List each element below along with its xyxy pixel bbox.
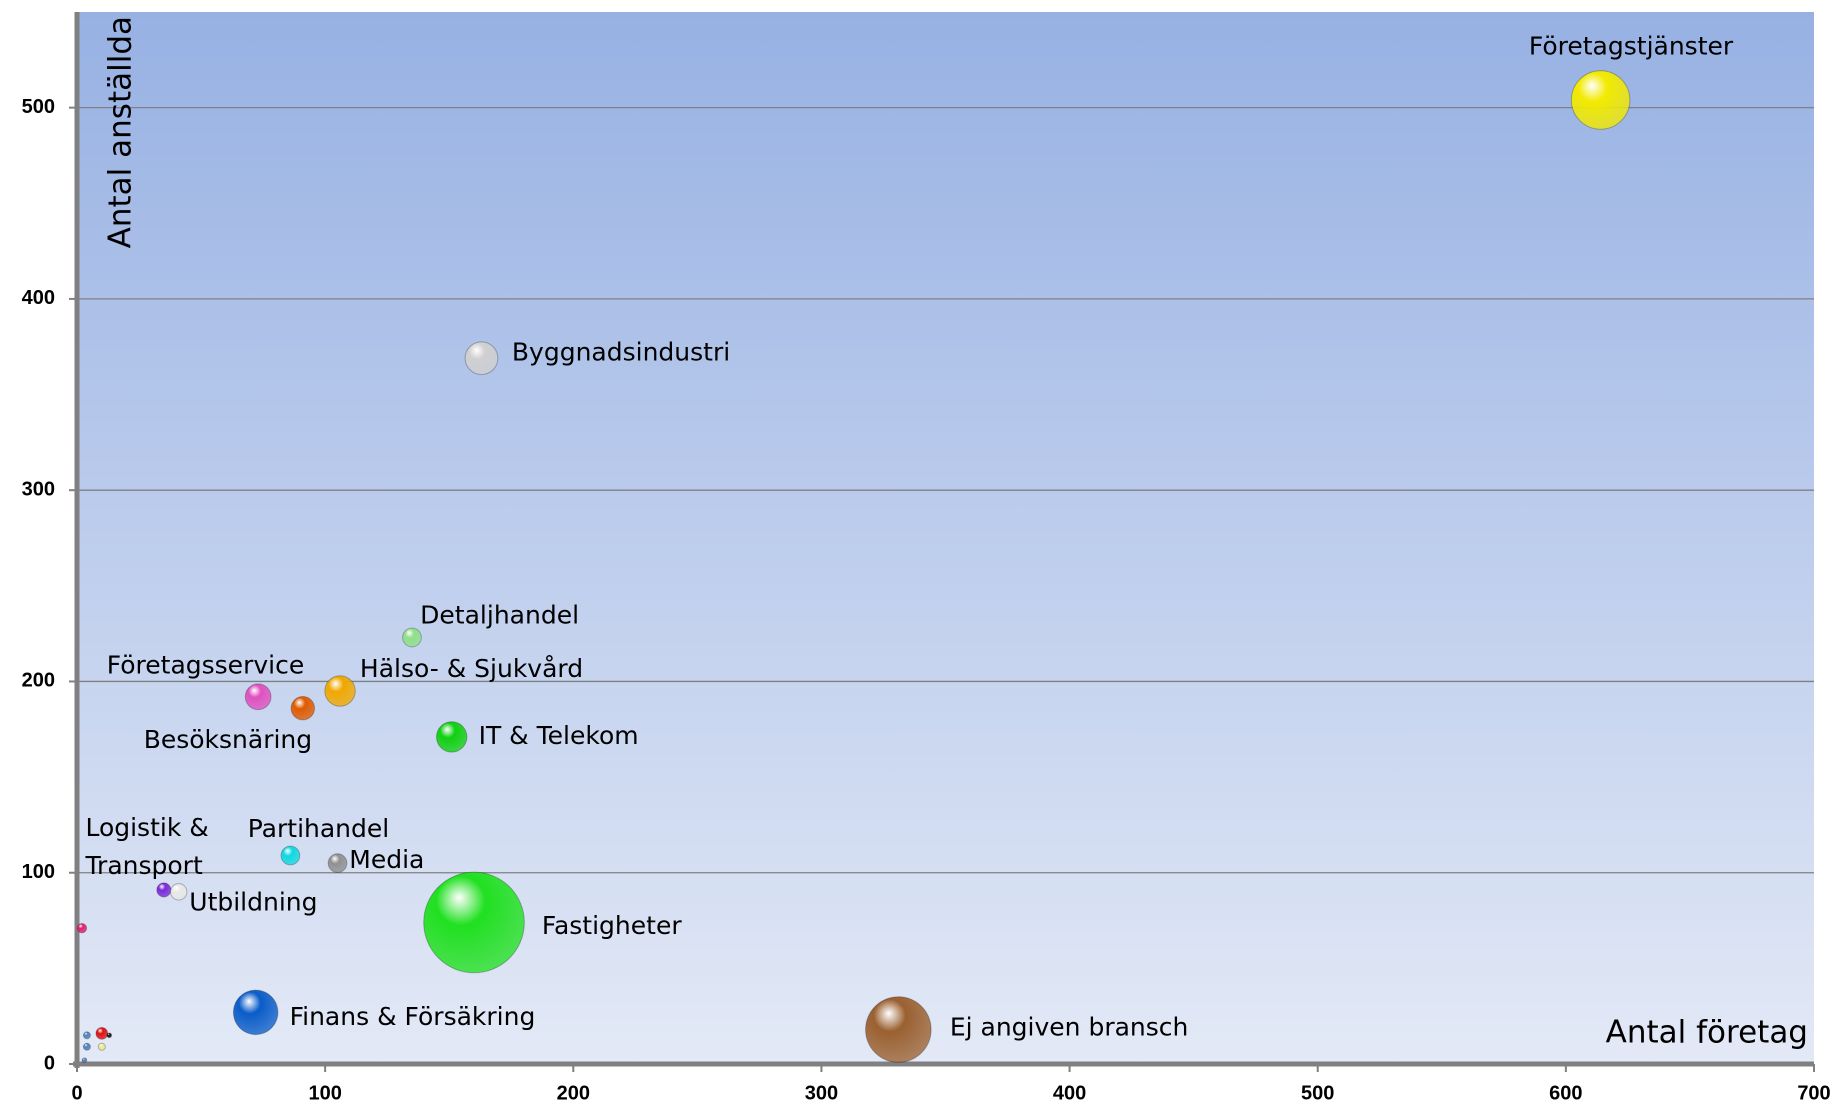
bubble	[865, 996, 932, 1063]
y-axis-title: Antal anställda	[103, 16, 139, 248]
y-tick-label: 300	[22, 478, 55, 500]
bubble-label: Detaljhandel	[420, 600, 579, 629]
bubble-label: Utbildning	[189, 888, 317, 917]
bubble	[97, 1042, 106, 1051]
x-tick-label: 600	[1549, 1082, 1582, 1104]
bubble	[402, 627, 422, 648]
bubble	[76, 923, 88, 934]
bubble-label: Fastigheter	[542, 911, 682, 940]
bubble	[95, 1027, 109, 1040]
x-axis-title: Antal företag	[1606, 1015, 1808, 1051]
bubble	[82, 1031, 91, 1040]
bubble	[82, 1042, 91, 1051]
bubble	[327, 853, 348, 874]
bubble	[81, 1057, 88, 1064]
bubble	[1570, 70, 1631, 130]
bubble-label: Partihandel	[248, 814, 390, 843]
bubble	[290, 696, 316, 721]
bubble	[435, 721, 468, 753]
plot-area	[77, 12, 1814, 1064]
bubble-label: Hälso- & Sjukvård	[360, 654, 583, 683]
bubble	[106, 1032, 113, 1039]
y-tick-label: 500	[22, 96, 55, 118]
bubble-label: Byggnadsindustri	[512, 338, 730, 367]
x-tick-label: 100	[308, 1082, 341, 1104]
x-tick-label: 200	[557, 1082, 590, 1104]
x-tick-label: 700	[1797, 1082, 1830, 1104]
bubble	[464, 341, 499, 376]
bubble	[324, 675, 356, 707]
bubble-label: Ej angiven bransch	[950, 1012, 1189, 1041]
bubble	[232, 989, 279, 1036]
bubble	[423, 871, 525, 974]
bubble-label: Besöksnäring	[144, 725, 312, 754]
y-tick-label: 100	[22, 861, 55, 883]
bubble-label: Finans & Försäkring	[290, 1002, 536, 1031]
bubble-label: Media	[349, 845, 424, 874]
bubble-label: Logistik & Transport	[85, 812, 209, 880]
x-tick-label: 400	[1053, 1082, 1086, 1104]
y-tick-label: 400	[22, 287, 55, 309]
bubble-label: Företagstjänster	[1529, 31, 1734, 60]
x-tick-label: 0	[71, 1082, 82, 1104]
bubble-label: Företagsservice	[107, 650, 304, 679]
y-tick-label: 0	[44, 1052, 55, 1074]
bubble	[280, 845, 301, 866]
x-tick-label: 300	[805, 1082, 838, 1104]
y-tick-label: 200	[22, 670, 55, 692]
bubble	[244, 683, 272, 711]
bubble-label: IT & Telekom	[479, 721, 639, 750]
bubble	[156, 882, 172, 898]
bubble	[170, 883, 188, 901]
x-tick-label: 500	[1301, 1082, 1334, 1104]
